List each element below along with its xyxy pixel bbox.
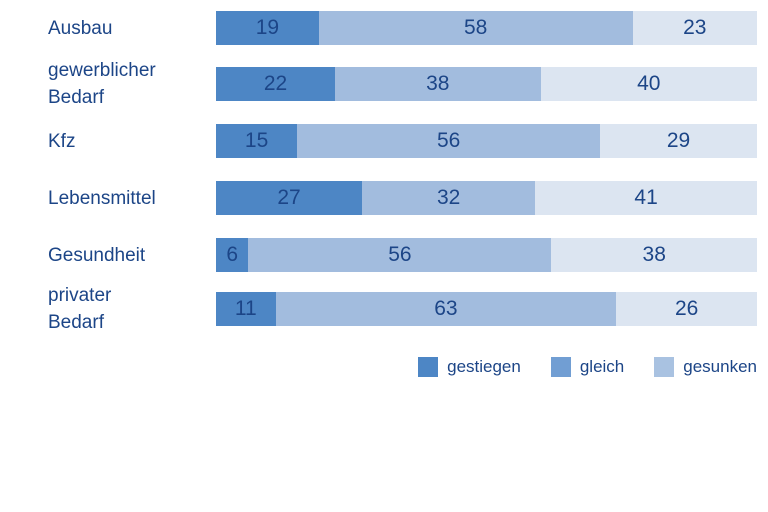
bar-segment-gestiegen: 27 xyxy=(216,181,363,215)
bar-segment-gesunken: 40 xyxy=(540,67,757,101)
bar-segment-gleich: 58 xyxy=(318,11,633,45)
category-label: Ausbau xyxy=(48,17,113,39)
category-label: gewerblicher Bedarf xyxy=(48,60,156,108)
stacked-bar: 6 56 38 xyxy=(216,238,757,272)
bar-segment-gleich: 63 xyxy=(275,292,617,326)
segment-value: 58 xyxy=(463,16,488,39)
category-label: Gesundheit xyxy=(48,244,146,266)
bar-segment-gleich: 38 xyxy=(335,67,541,101)
segment-value: 32 xyxy=(436,186,461,209)
segment-value: 38 xyxy=(642,243,666,266)
bar-row: Ausbau 19 58 23 xyxy=(0,11,768,45)
bar-segment-gleich: 32 xyxy=(362,181,536,215)
segment-value: 38 xyxy=(426,72,450,95)
category-label: Lebensmittel xyxy=(48,187,156,209)
category-label: privater Bedarf xyxy=(48,285,112,333)
segment-value: 40 xyxy=(637,72,661,95)
bar-row: Gesundheit 6 56 38 xyxy=(0,238,768,272)
stacked-bar: 19 58 23 xyxy=(216,11,757,45)
legend-item-gleich: gleich xyxy=(550,357,625,377)
segment-value: 56 xyxy=(388,243,412,266)
bar-segment-gestiegen: 15 xyxy=(216,124,298,158)
stacked-bar: 15 56 29 xyxy=(216,124,757,158)
legend-label: gleich xyxy=(579,357,625,376)
segment-value: 63 xyxy=(434,297,458,320)
stacked-bar: 27 32 41 xyxy=(216,181,757,215)
segment-value: 19 xyxy=(255,16,280,39)
bar-row: gewerblicher Bedarf 22 38 40 xyxy=(0,60,768,108)
legend-item-gesunken: gesunken xyxy=(654,357,757,377)
segment-value: 29 xyxy=(666,129,691,152)
legend-swatch-gleich xyxy=(550,357,571,377)
legend-label: gestiegen xyxy=(447,357,521,376)
segment-value: 56 xyxy=(436,129,461,152)
bar-segment-gleich: 56 xyxy=(248,238,552,272)
segment-value: 23 xyxy=(683,16,707,39)
legend-item-gestiegen: gestiegen xyxy=(418,357,521,377)
bar-segment-gestiegen: 19 xyxy=(216,11,319,45)
bar-segment-gestiegen: 11 xyxy=(216,292,276,326)
segment-value: 15 xyxy=(244,129,269,152)
bar-segment-gesunken: 29 xyxy=(600,124,757,158)
segment-value: 26 xyxy=(674,297,699,320)
legend: gestiegen gleich gesunken xyxy=(216,356,757,378)
stacked-bar: 22 38 40 xyxy=(216,67,757,101)
segment-value: 6 xyxy=(226,243,239,266)
bar-segment-gesunken: 26 xyxy=(616,292,757,326)
bar-row: privater Bedarf 11 63 26 xyxy=(0,285,768,333)
segment-value: 22 xyxy=(263,72,288,95)
bar-row: Lebensmittel 27 32 41 xyxy=(0,181,768,215)
bar-row: Kfz 15 56 29 xyxy=(0,124,768,158)
bar-segment-gestiegen: 22 xyxy=(216,67,336,101)
segment-value: 11 xyxy=(234,297,257,320)
bar-segment-gestiegen: 6 xyxy=(216,238,249,272)
segment-value: 41 xyxy=(634,186,658,209)
segment-value: 27 xyxy=(277,186,301,209)
legend-swatch-gesunken xyxy=(654,357,675,377)
category-label: Kfz xyxy=(48,130,76,152)
bar-segment-gesunken: 41 xyxy=(535,181,757,215)
legend-label: gesunken xyxy=(683,357,757,376)
bar-segment-gesunken: 23 xyxy=(632,11,757,45)
bar-segment-gleich: 56 xyxy=(297,124,601,158)
bar-segment-gesunken: 38 xyxy=(551,238,757,272)
stacked-bar: 11 63 26 xyxy=(216,292,757,326)
legend-swatch-gestiegen xyxy=(418,357,439,377)
